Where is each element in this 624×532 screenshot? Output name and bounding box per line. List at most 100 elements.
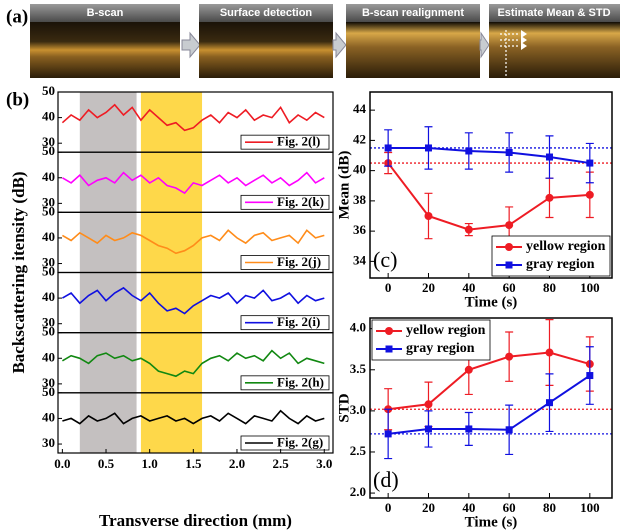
series-line xyxy=(388,146,590,165)
y-tick-label: 40 xyxy=(42,409,55,424)
x-tick-label: 40 xyxy=(462,500,475,515)
legend-label: Fig. 2(h) xyxy=(277,374,324,389)
panel-a: (a) B-scan Surface detection B-scan real… xyxy=(6,4,620,78)
y-tick-label: 50 xyxy=(42,143,55,158)
x-tick-label: 3.0 xyxy=(316,456,332,471)
arrow xyxy=(181,31,201,59)
y-tick-label: 2.0 xyxy=(350,484,366,499)
legend-label: Fig. 2(g) xyxy=(277,434,323,449)
marker xyxy=(505,221,514,230)
step-title: B-scan realignment xyxy=(362,7,464,19)
y-tick-label: 40 xyxy=(42,349,55,364)
x-tick-label: 100 xyxy=(580,280,600,295)
plot-frame xyxy=(369,91,613,279)
y-tick-label: 34 xyxy=(353,252,367,267)
oct-image xyxy=(199,22,333,78)
legend-label: Fig. 2(j) xyxy=(277,254,321,269)
step-title-box xyxy=(199,4,333,22)
x-tick-label: 60 xyxy=(503,500,516,515)
marker xyxy=(505,426,513,434)
y-tick-label: 50 xyxy=(42,384,55,399)
y-tick-label: 50 xyxy=(42,324,55,339)
x-tick-label: 100 xyxy=(580,500,600,515)
y-tick-label: 36 xyxy=(353,222,367,237)
y-tick-label: 3.5 xyxy=(350,361,367,376)
y-tick-label: 30 xyxy=(42,134,55,149)
roi-arrows xyxy=(521,30,527,50)
y-tick-label: 40 xyxy=(42,169,55,184)
legend-label: Fig. 2(l) xyxy=(277,134,320,149)
series-line xyxy=(388,374,591,435)
x-axis-label: Time (s) xyxy=(465,514,518,530)
legend-box xyxy=(371,319,491,361)
marker xyxy=(424,400,433,409)
y-tick-label: 44 xyxy=(353,101,367,116)
step-title-box xyxy=(346,4,480,22)
marker xyxy=(464,225,473,234)
y-tick-label: 40 xyxy=(42,109,55,124)
y-tick-label: 4.0 xyxy=(350,320,366,335)
arrow xyxy=(332,31,347,59)
panel-label: (d) xyxy=(373,467,399,492)
subplot-frame xyxy=(57,392,334,454)
legend-label: Fig. 2(k) xyxy=(277,194,324,209)
y-tick-label: 30 xyxy=(42,435,55,450)
series-line xyxy=(388,351,591,411)
x-axis-label: Time (s) xyxy=(465,294,518,310)
oct-image xyxy=(30,22,180,78)
legend-box xyxy=(240,194,330,210)
x-tick-label: 1.0 xyxy=(142,456,158,471)
y-tick-label: 30 xyxy=(42,194,55,209)
oct-image xyxy=(489,22,620,78)
x-tick-label: 40 xyxy=(462,280,475,295)
y-tick-label: 3.0 xyxy=(350,402,366,417)
x-tick-label: 0.5 xyxy=(98,456,115,471)
legend-label: yellow region xyxy=(526,239,606,254)
y-tick-label: 42 xyxy=(353,131,366,146)
y-tick-label: 50 xyxy=(42,263,55,278)
y-tick-label: 40 xyxy=(42,289,55,304)
marker xyxy=(545,153,553,161)
legend-box xyxy=(240,255,330,270)
legend-box xyxy=(240,134,330,150)
marker xyxy=(424,144,432,152)
x-tick-label: 80 xyxy=(543,500,556,515)
x-tick-label: 0 xyxy=(385,500,392,515)
y-axis-label: STD xyxy=(336,393,352,422)
y-axis-label: Backscattering itensity (dB) xyxy=(9,171,28,373)
series-line xyxy=(61,286,325,315)
x-tick-label: 20 xyxy=(422,280,435,295)
marker xyxy=(505,148,513,156)
step-title: Estimate Mean & STD xyxy=(497,7,610,19)
legend-marker xyxy=(385,327,393,335)
x-tick-label: 2.5 xyxy=(272,456,289,471)
legend-label: gray region xyxy=(406,341,475,356)
x-tick-label: 80 xyxy=(543,280,556,295)
plot-frame xyxy=(369,317,613,499)
series-line xyxy=(62,409,325,425)
x-axis-label: Transverse direction (mm) xyxy=(99,511,292,530)
y-tick-label: 30 xyxy=(42,315,55,330)
panel-label: (a) xyxy=(6,6,28,27)
step-title: B-scan xyxy=(87,7,124,19)
marker xyxy=(545,193,554,202)
marker xyxy=(384,144,392,152)
legend-label: Fig. 2(i) xyxy=(277,314,320,329)
y-tick-label: 38 xyxy=(353,192,367,207)
legend-label: yellow region xyxy=(406,323,486,338)
x-tick-label: 2.0 xyxy=(229,456,245,471)
marker xyxy=(545,399,553,407)
marker xyxy=(384,430,392,438)
step-title: Surface detection xyxy=(220,7,313,19)
marker xyxy=(586,159,594,167)
legend-box xyxy=(240,435,330,451)
marker xyxy=(545,348,554,357)
legend-marker xyxy=(505,261,513,269)
marker xyxy=(465,147,473,155)
marker xyxy=(586,372,594,380)
roi-lines xyxy=(500,30,520,78)
y-tick-label: 50 xyxy=(42,83,55,98)
x-tick-label: 1.5 xyxy=(185,456,202,471)
series-line xyxy=(61,229,325,255)
